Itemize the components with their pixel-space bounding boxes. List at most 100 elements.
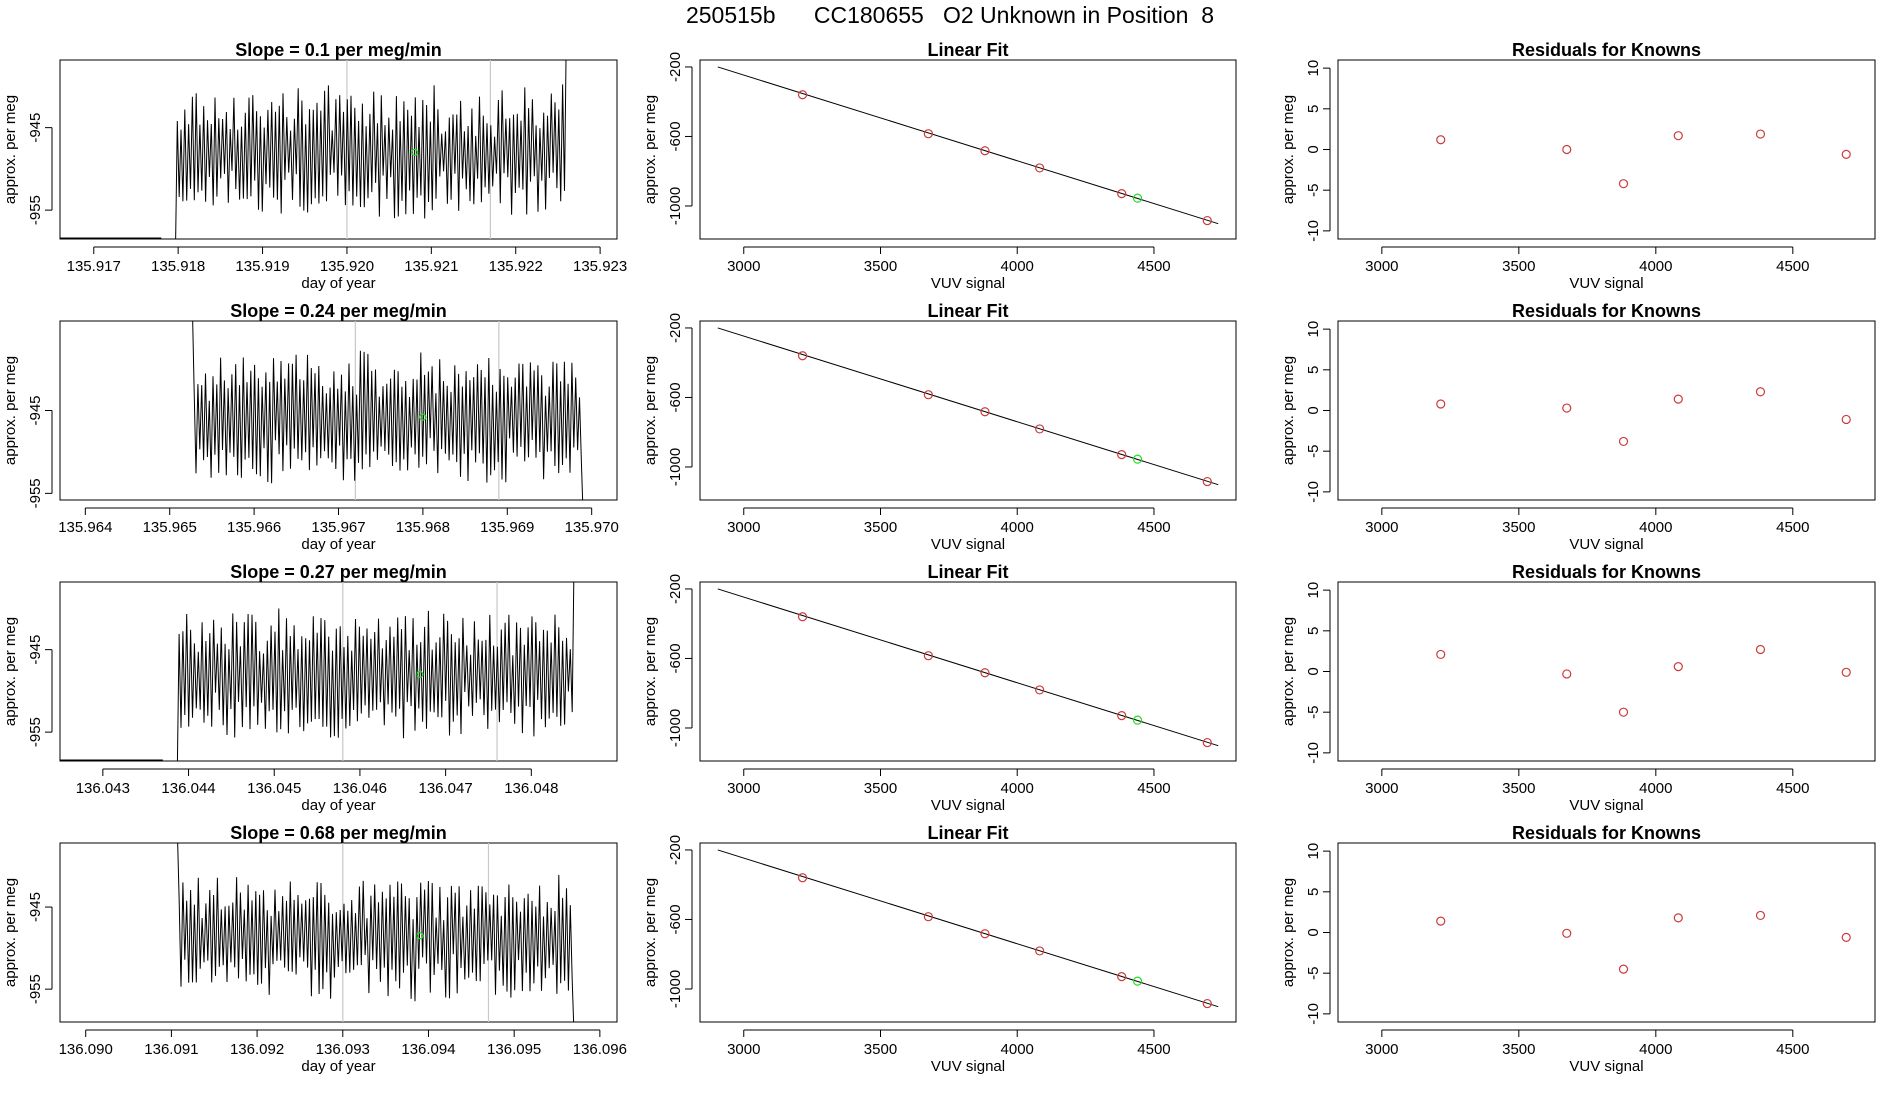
x-tick-label: 3000	[727, 780, 760, 797]
panel-title: Slope = 0.68 per meg/min	[230, 823, 447, 843]
x-tick-label: 135.918	[151, 258, 205, 275]
panel-title: Slope = 0.27 per meg/min	[230, 562, 447, 582]
plot-frame	[1337, 59, 1876, 240]
plot-area	[717, 588, 1219, 748]
residual-point	[1436, 649, 1446, 660]
panel-1-3: Residuals for Knowns 3000 3500 4000 4500 VUV …	[1280, 40, 1876, 292]
x-tick-label: 3000	[727, 1041, 760, 1058]
known-point	[923, 912, 933, 922]
known-point	[980, 407, 990, 417]
plot-frame	[59, 581, 618, 762]
y-tick-label: -200	[667, 52, 684, 82]
plot-area	[1436, 129, 1851, 189]
x-tick-label: 3500	[864, 519, 897, 536]
x-tick-label: 135.921	[404, 258, 458, 275]
x-tick-label: 135.919	[235, 258, 289, 275]
y-axis-label: approx. per meg	[2, 95, 19, 204]
x-axis-label: VUV signal	[1569, 797, 1643, 814]
y-tick-label: 5	[1305, 105, 1322, 113]
x-tick-label: 136.091	[144, 1041, 198, 1058]
x-tick-label: 4500	[1776, 258, 1809, 275]
panel-title: Residuals for Knowns	[1512, 40, 1701, 60]
residual-point	[1841, 149, 1851, 159]
residual-point	[1618, 707, 1629, 717]
y-axis-label: approx. per meg	[1280, 95, 1297, 204]
y-tick-label: -1000	[667, 709, 684, 747]
y-tick-label: 0	[1305, 928, 1322, 936]
x-axis-label: VUV signal	[931, 1058, 1005, 1075]
residual-point	[1618, 179, 1629, 189]
y-tick-label: -10	[1305, 1003, 1322, 1025]
panel-title: Residuals for Knowns	[1512, 301, 1701, 321]
x-tick-label: 135.917	[67, 258, 121, 275]
panel-1-2: Linear Fit 3000 3500 4000 4500 VUV signal -200…	[642, 40, 1237, 292]
x-tick-label: 3000	[1365, 258, 1398, 275]
x-tick-label: 4500	[1776, 1041, 1809, 1058]
known-point	[980, 668, 990, 678]
x-axis-label: day of year	[301, 1058, 375, 1075]
plot-area	[60, 582, 575, 761]
y-tick-label: -600	[667, 643, 684, 673]
x-tick-label: 4000	[1001, 258, 1034, 275]
y-axis-label: approx. per meg	[2, 878, 19, 987]
known-point	[1117, 450, 1127, 460]
x-tick-label: 3000	[727, 519, 760, 536]
x-tick-label: 3500	[864, 258, 897, 275]
x-tick-label: 4500	[1137, 1041, 1170, 1058]
x-tick-label: 4500	[1137, 258, 1170, 275]
x-axis-label: VUV signal	[1569, 536, 1643, 553]
y-tick-label: -600	[667, 904, 684, 934]
y-tick-label: -5	[1305, 184, 1322, 197]
y-tick-label: -200	[667, 835, 684, 865]
residual-point	[1841, 667, 1851, 677]
residual-point	[1618, 964, 1629, 974]
residual-point	[1755, 129, 1766, 139]
known-point	[1202, 476, 1212, 487]
panel-title: Linear Fit	[927, 40, 1008, 60]
signal-trace	[175, 60, 567, 239]
plot-frame	[1337, 842, 1876, 1023]
panel-4-3: Residuals for Knowns 3000 3500 4000 4500 VUV …	[1280, 823, 1876, 1075]
x-axis-label: day of year	[301, 275, 375, 292]
y-tick-label: -955	[27, 478, 44, 508]
x-axis-label: VUV signal	[1569, 1058, 1643, 1075]
plot-area	[60, 60, 567, 239]
x-axis-label: day of year	[301, 797, 375, 814]
fit-line	[717, 66, 1219, 225]
known-point	[1035, 163, 1045, 173]
unknown-point	[1132, 976, 1143, 986]
y-tick-label: 10	[1305, 60, 1322, 77]
signal-trace	[192, 321, 584, 500]
y-tick-label: 5	[1305, 888, 1322, 896]
x-tick-label: 135.965	[143, 519, 197, 536]
x-tick-label: 3500	[864, 780, 897, 797]
x-tick-label: 136.096	[573, 1041, 627, 1058]
known-point	[1035, 685, 1045, 695]
x-tick-label: 3500	[864, 1041, 897, 1058]
y-tick-label: -955	[27, 195, 44, 225]
y-tick-label: -945	[27, 113, 44, 143]
x-axis-label: day of year	[301, 536, 375, 553]
residual-point	[1562, 403, 1572, 413]
y-axis-label: approx. per meg	[642, 617, 659, 726]
residual-point	[1673, 131, 1683, 141]
known-point	[1202, 215, 1212, 226]
x-tick-label: 136.045	[247, 780, 301, 797]
x-tick-label: 3000	[1365, 1041, 1398, 1058]
residual-point	[1673, 913, 1683, 923]
x-tick-label: 4500	[1137, 519, 1170, 536]
x-tick-label: 136.095	[487, 1041, 541, 1058]
y-tick-label: 0	[1305, 667, 1322, 675]
known-point	[797, 90, 808, 100]
known-point	[1035, 424, 1045, 434]
x-tick-label: 136.048	[504, 780, 558, 797]
residual-point	[1755, 644, 1766, 655]
residual-point	[1562, 669, 1572, 679]
known-point	[923, 129, 933, 139]
y-tick-label: -10	[1305, 481, 1322, 503]
y-tick-label: -945	[27, 635, 44, 665]
x-tick-label: 135.970	[565, 519, 619, 536]
x-tick-label: 136.044	[161, 780, 215, 797]
y-axis-label: approx. per meg	[2, 356, 19, 465]
